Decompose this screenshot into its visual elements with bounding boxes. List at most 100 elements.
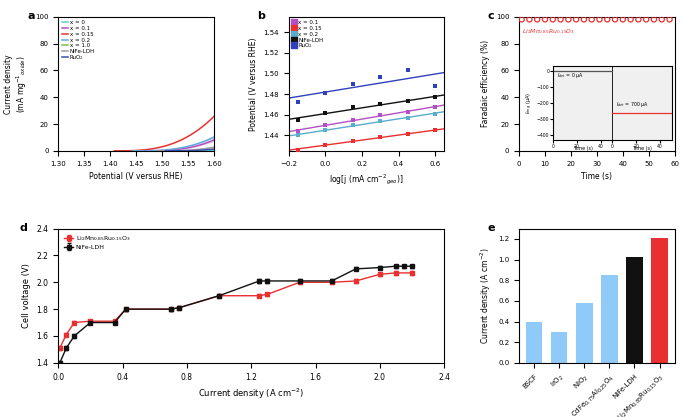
Point (532, 16, 543, 23)
Text: c: c (488, 11, 495, 21)
Line: x = 0.15: x = 0.15 (114, 116, 214, 151)
Bar (576, 303, 593, 363)
x = 0.15 (210, 114, 218, 119)
x = 0 (199, 148, 207, 153)
Y-axis label: Cell voltage (V): Cell voltage (V) (22, 263, 31, 328)
X-axis label: Time (s): Time (s) (582, 172, 612, 181)
Line: x = 0.2: x = 0.2 (132, 137, 214, 151)
Point (375, 134, 386, 141)
x = 0.1 (179, 146, 188, 151)
X-axis label: Potential (V versus RHE): Potential (V versus RHE) (89, 172, 183, 181)
Point (320, 109, 331, 116)
x = 0 (203, 148, 212, 153)
Point (375, 118, 386, 124)
Point (292, 128, 303, 135)
Point (402, 131, 413, 138)
x = 0 (201, 148, 210, 153)
Point (375, 111, 386, 118)
NiFe-LDH (210, 145, 218, 150)
x = 0.2 (170, 146, 178, 151)
Point (347, 104, 358, 111)
Bar (526, 322, 543, 363)
NiFe-LDH (190, 147, 199, 152)
Bar (601, 275, 618, 363)
Line: x = 0.1: x = 0.1 (141, 140, 214, 151)
x = 0.1 (137, 148, 145, 153)
x = 0.2 (188, 143, 197, 148)
Point (571, 16, 582, 23)
Legend: Li$_2$Mn$_{0.85}$Ru$_{0.15}$O$_3$, NiFe-LDH: Li$_2$Mn$_{0.85}$Ru$_{0.15}$O$_3$, NiFe-… (62, 232, 134, 252)
Point (429, 104, 440, 111)
x = 0.15 (182, 135, 190, 140)
Point (547, 16, 558, 23)
Point (320, 90, 331, 96)
Text: d: d (20, 223, 27, 233)
Point (402, 108, 413, 115)
RuO₂ (202, 147, 210, 152)
NiFe-LDH (155, 148, 163, 153)
Point (578, 16, 589, 23)
x = 0.15 (164, 143, 173, 148)
x = 0 (206, 148, 214, 153)
x = 0.2 (128, 148, 136, 153)
Line: RuO₂: RuO₂ (166, 149, 214, 151)
Point (347, 116, 358, 123)
Point (292, 116, 303, 123)
Point (633, 16, 644, 23)
x = 0.15 (164, 143, 172, 148)
x = 0 (199, 148, 207, 153)
Point (640, 16, 651, 23)
Point (555, 16, 566, 23)
NiFe-LDH (166, 148, 175, 153)
Y-axis label: Faradaic efficiency (%): Faradaic efficiency (%) (482, 40, 490, 127)
Point (292, 99, 303, 106)
NiFe-LDH (160, 148, 169, 153)
Point (402, 98, 413, 105)
Point (664, 16, 675, 23)
X-axis label: Current density (A cm$^{-2}$): Current density (A cm$^{-2}$) (199, 387, 304, 402)
x = 0.2 (141, 148, 149, 153)
Text: Li$_2$Mn$_{0.85}$Ru$_{0.15}$O$_3$: Li$_2$Mn$_{0.85}$Ru$_{0.15}$O$_3$ (522, 27, 575, 36)
Point (375, 101, 386, 108)
x = 0.2 (202, 138, 210, 143)
Text: b: b (258, 11, 265, 21)
Y-axis label: Current density (A cm$^{-2}$): Current density (A cm$^{-2}$) (478, 247, 493, 344)
Point (320, 141, 331, 148)
Point (429, 111, 440, 117)
Point (563, 16, 574, 23)
x = 0.1 (151, 148, 160, 153)
Text: a: a (27, 11, 34, 21)
Point (375, 73, 386, 80)
Point (625, 16, 636, 23)
Point (617, 16, 628, 23)
Point (347, 80, 358, 87)
Point (347, 122, 358, 128)
x = 0.1 (182, 146, 190, 151)
Point (429, 94, 440, 100)
Bar (626, 256, 643, 363)
Text: e: e (488, 223, 495, 233)
Point (540, 16, 551, 23)
x = 0.15 (110, 148, 119, 153)
RuO₂ (179, 148, 188, 153)
x = 0.1 (138, 148, 147, 153)
x = 0.1 (210, 138, 218, 143)
RuO₂ (208, 147, 216, 152)
Point (586, 16, 597, 23)
RuO₂ (197, 148, 205, 153)
Bar (651, 238, 668, 363)
NiFe-LDH (154, 148, 162, 153)
Legend: x = 0.1, x = 0.15, x = 0.2, NiFe-LDH, RuO₂: x = 0.1, x = 0.15, x = 0.2, NiFe-LDH, Ru… (291, 20, 324, 49)
Point (429, 83, 440, 89)
x = 0.15 (168, 141, 176, 146)
x = 0.1 (183, 146, 191, 151)
x = 0.2 (210, 135, 218, 140)
Y-axis label: Potential (V versus RHE): Potential (V versus RHE) (249, 37, 258, 131)
Point (594, 16, 605, 23)
Point (610, 16, 621, 23)
Point (516, 16, 527, 23)
Point (649, 16, 660, 23)
RuO₂ (210, 146, 218, 151)
x = 0 (203, 148, 212, 153)
Point (402, 67, 413, 74)
